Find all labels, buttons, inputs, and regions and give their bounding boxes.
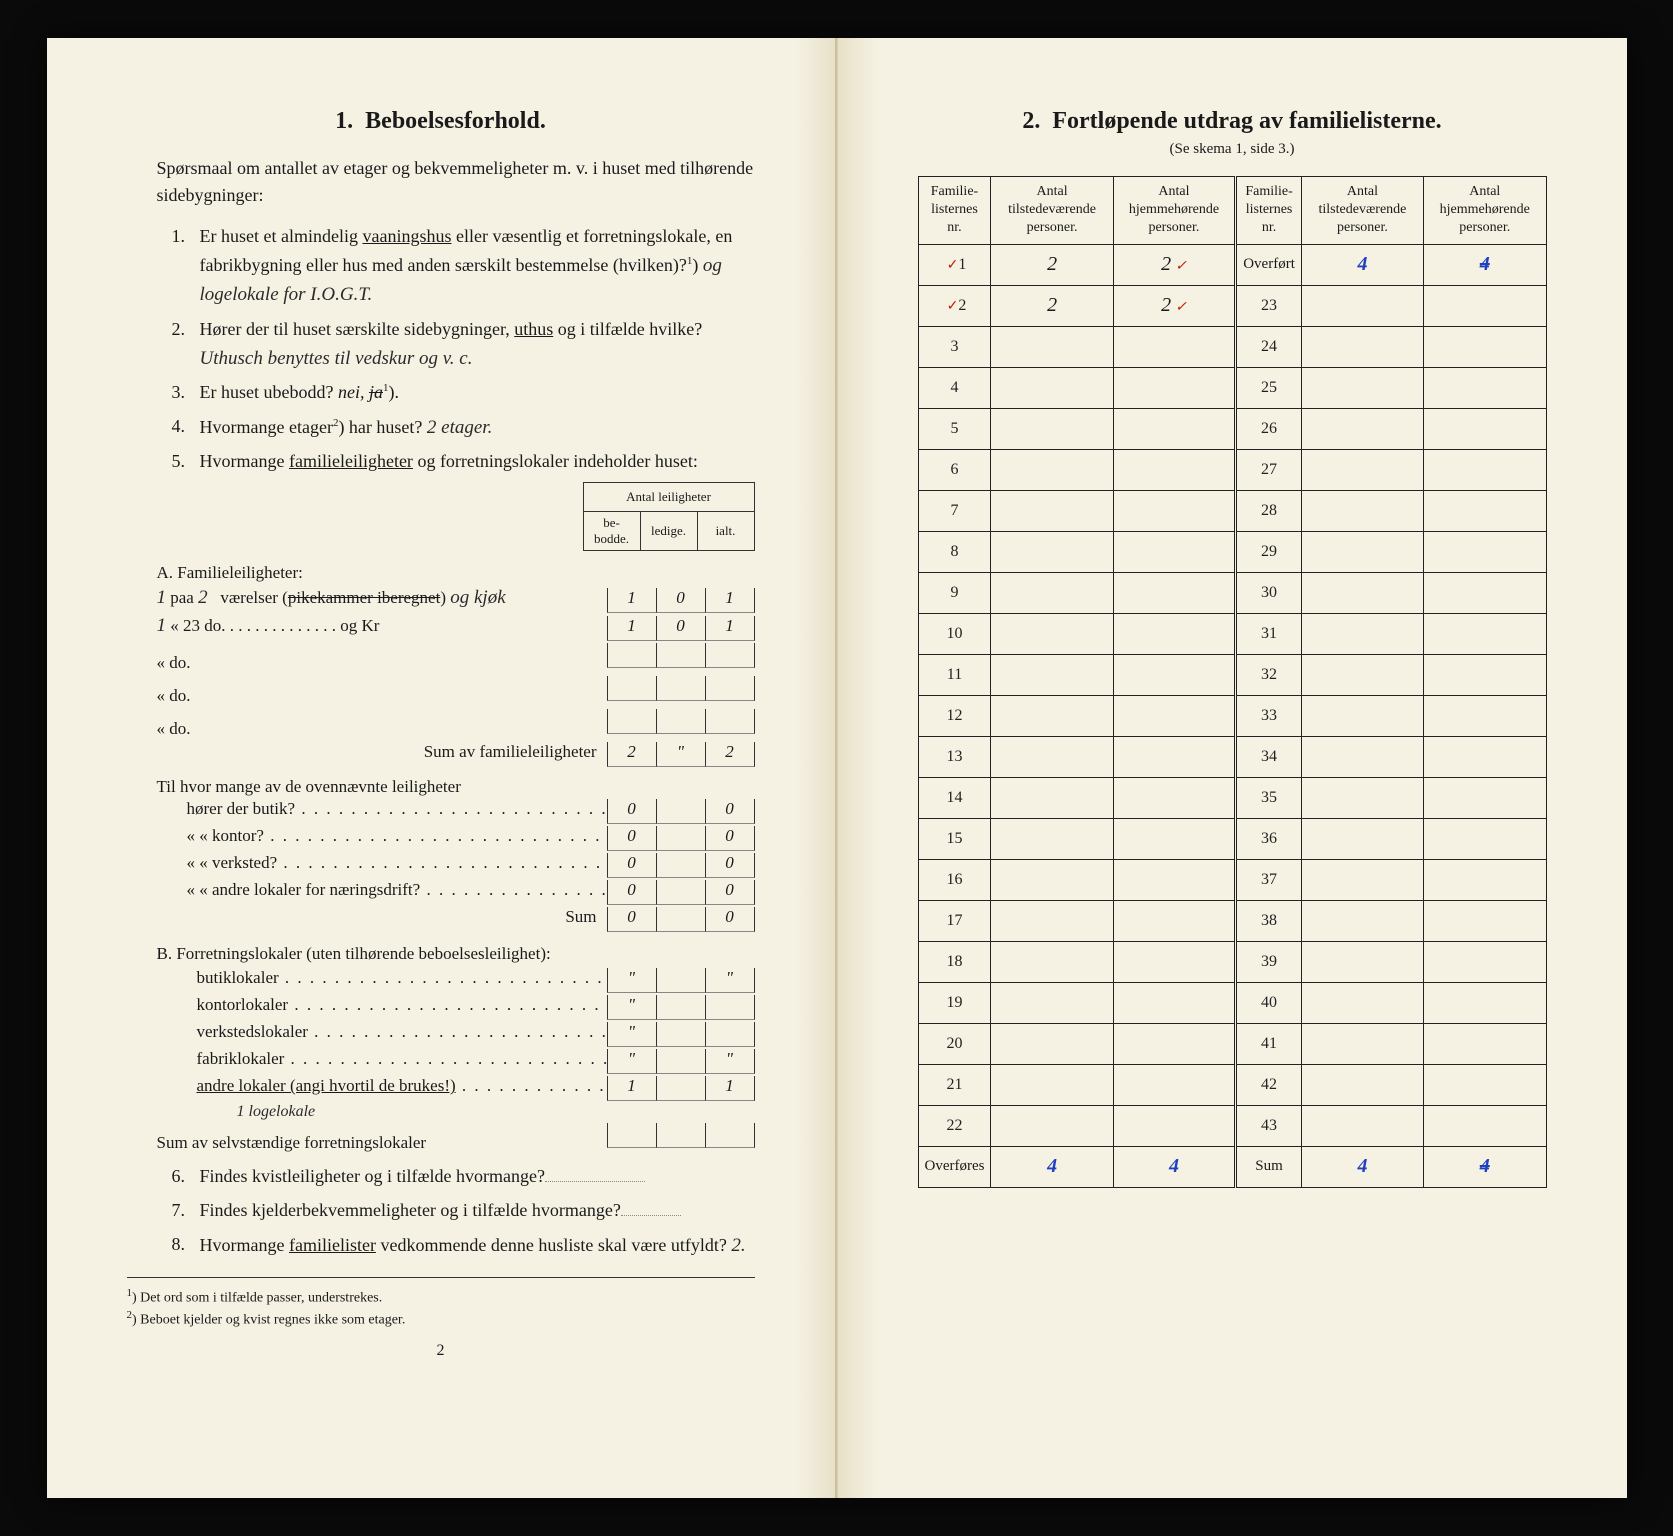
section-b-row: verkstedslokaler " <box>157 1022 755 1047</box>
table-row: 9 30 <box>918 572 1546 613</box>
table-row: 14 35 <box>918 777 1546 818</box>
col-tilstede-1: Antaltilstedeværendepersoner. <box>991 177 1113 245</box>
q7: 7. Findes kjelderbekvemmeligheter og i t… <box>172 1197 755 1225</box>
butik-row: « « kontor? 00 <box>157 826 755 851</box>
sum-a-row: Sum av familieleiligheter 2 " 2 <box>157 742 755 767</box>
butik-row: « « verksted? 00 <box>157 853 755 878</box>
table-row: 4 25 <box>918 367 1546 408</box>
q4-handwritten: 2 etager. <box>427 417 492 438</box>
right-subtitle: (Se skema 1, side 3.) <box>918 141 1547 158</box>
table-row: 6 27 <box>918 449 1546 490</box>
q2: 2. Hører der til huset særskilte sidebyg… <box>172 316 755 373</box>
leiligheter-header-table: Antal leiligheter be-bodde. ledige. ialt… <box>583 482 755 551</box>
q3: 3. Er huset ubebodd? nei, ja1). <box>172 379 755 407</box>
left-page: 1. Beboelsesforhold. Spørsmaal om antall… <box>47 38 837 1498</box>
table-footer-row: Overføres 4 4 Sum 4 4 <box>918 1146 1546 1187</box>
butik-row: « « andre lokaler for næringsdrift? 00 <box>157 880 755 905</box>
q5: 5. Hvormange familieleiligheter og forre… <box>172 448 755 476</box>
section-b-title: B. Forretningslokaler (uten tilhørende b… <box>157 944 755 964</box>
family-list-table: Familie-listernesnr. Antaltilstedeværend… <box>918 176 1547 1188</box>
right-page: 2. Fortløpende utdrag av familielisterne… <box>837 38 1627 1498</box>
footnotes: 1) Det ord som i tilfælde passer, unders… <box>127 1277 755 1331</box>
table-row: 10 31 <box>918 613 1546 654</box>
section-b-row: andre lokaler (angi hvortil de brukes!) … <box>157 1076 755 1101</box>
table-row: 13 34 <box>918 736 1546 777</box>
table-row: 5 26 <box>918 408 1546 449</box>
table-row: 18 39 <box>918 941 1546 982</box>
sum-b-row: Sum av selvstændige forretningslokaler <box>157 1123 755 1153</box>
col-familienr-1: Familie-listernesnr. <box>918 177 991 245</box>
section-a-row: « do. <box>157 676 755 707</box>
left-section-title: 1. Beboelsesforhold. <box>127 108 755 135</box>
table-row: 11 32 <box>918 654 1546 695</box>
questions-6-8: 6. Findes kvistleiligheter og i tilfælde… <box>172 1163 755 1260</box>
butik-intro: Til hvor mange av de ovennævnte leilighe… <box>157 777 755 797</box>
section-a-row: 1 « 23 do. . . . . . . . . . . . . . og … <box>157 615 755 641</box>
section-b-row: fabriklokaler "" <box>157 1049 755 1074</box>
butik-row: hører der butik? 00 <box>157 799 755 824</box>
table-row: 22 43 <box>918 1105 1546 1146</box>
section-a: A. Familieleiligheter: 1 paa 2 værelser … <box>157 563 755 932</box>
intro-text: Spørsmaal om antallet av etager og bekve… <box>157 155 755 209</box>
col-hjemme-2: Antalhjemmehørendepersoner. <box>1424 177 1546 245</box>
section-b-row: kontorlokaler " <box>157 995 755 1020</box>
table-row: 21 42 <box>918 1064 1546 1105</box>
table-row: 7 28 <box>918 490 1546 531</box>
section-a-row: « do. <box>157 643 755 674</box>
section-a-title: A. Familieleiligheter: <box>157 563 755 583</box>
q8-handwritten: 2. <box>731 1235 745 1256</box>
page-number-left: 2 <box>127 1342 755 1360</box>
q2-handwritten: Uthusch benyttes til vedskur og v. c. <box>200 348 473 369</box>
table-row: ✓2 2 2✓ 23 <box>918 285 1546 326</box>
right-section-title: 2. Fortløpende utdrag av familielisterne… <box>918 108 1547 135</box>
table-row: 12 33 <box>918 695 1546 736</box>
section-b: B. Forretningslokaler (uten tilhørende b… <box>157 944 755 1153</box>
question-list: 1. Er huset et almindelig vaaningshus el… <box>172 223 755 476</box>
q8: 8. Hvormange familielister vedkommende d… <box>172 1231 755 1260</box>
table-row: 20 41 <box>918 1023 1546 1064</box>
butik-sum-row: Sum 0 0 <box>157 907 755 932</box>
rowb-handwritten: 1 logelokale <box>237 1103 755 1121</box>
table-row: 16 37 <box>918 859 1546 900</box>
table-row: 19 40 <box>918 982 1546 1023</box>
section-a-row: 1 paa 2 værelser (pikekammer iberegnet) … <box>157 587 755 613</box>
book-spread: 1. Beboelsesforhold. Spørsmaal om antall… <box>47 38 1627 1498</box>
q1: 1. Er huset et almindelig vaaningshus el… <box>172 223 755 310</box>
table-row: 17 38 <box>918 900 1546 941</box>
col-tilstede-2: Antaltilstedeværendepersoner. <box>1301 177 1423 245</box>
q6: 6. Findes kvistleiligheter og i tilfælde… <box>172 1163 755 1191</box>
section-b-row: butiklokaler "" <box>157 968 755 993</box>
table-row: 3 24 <box>918 326 1546 367</box>
table-row: 8 29 <box>918 531 1546 572</box>
col-familienr-2: Familie-listernesnr. <box>1236 177 1302 245</box>
q4: 4. Hvormange etager2) har huset? 2 etage… <box>172 413 755 442</box>
section-a-row: « do. <box>157 709 755 740</box>
col-hjemme-1: Antalhjemmehørendepersoner. <box>1113 177 1236 245</box>
table-row: 15 36 <box>918 818 1546 859</box>
table-row: ✓1 2 2✓ Overført 4 4 <box>918 244 1546 285</box>
